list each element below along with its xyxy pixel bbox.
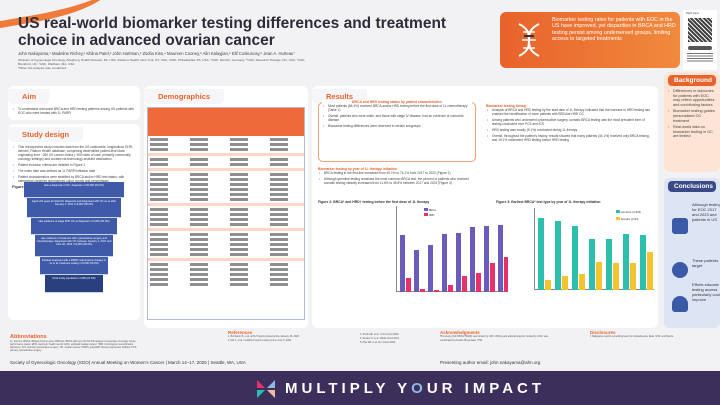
- document-icon: [672, 218, 688, 234]
- conclusions-panel: Conclusions Although testing for EOC 201…: [664, 178, 720, 328]
- demographics-heading: Demographics: [144, 89, 225, 104]
- attrition-funnel: Has a diagnosis of OC; diagnosis n=00,00…: [24, 182, 124, 293]
- qr-code-card[interactable]: Right place: [683, 10, 717, 70]
- background-heading: Background: [668, 75, 716, 86]
- figure-2-chart: BRCA HRD: [396, 206, 508, 292]
- meeting-info: Society of Gynecologic Oncology (SGO) An…: [10, 360, 246, 365]
- footer-banner: [0, 371, 720, 405]
- acknowledgments-section: Acknowledgments This study (214728/NCT00…: [440, 330, 548, 342]
- demographics-table: [147, 107, 305, 320]
- figure-2-title: Figure 2: BRCA* and HRD† testing before …: [318, 200, 430, 204]
- conclusions-heading: Conclusions: [668, 181, 716, 192]
- key-message-text: Biomarker testing rates for patients wit…: [552, 17, 676, 43]
- aim-heading: Aim: [8, 89, 51, 104]
- aim-panel: Aim To understand real-world BRCA and HR…: [8, 86, 140, 120]
- references-section-2: 3. Smith AB, et al. J Clin Oncol 2022. 4…: [360, 333, 400, 344]
- background-panel: Background Differences in outcomes for p…: [664, 72, 720, 172]
- figure-3-chart: Germline (n=215) Somatic (n=94): [534, 208, 654, 290]
- qr-code[interactable]: [688, 18, 712, 42]
- person-icon: [672, 296, 688, 312]
- key-message-banner: Biomarker testing rates for patients wit…: [500, 12, 680, 68]
- author-list: John Nakayama,¹ Madeline Richey,² Khilna…: [18, 51, 295, 56]
- globe-icon: [672, 262, 688, 278]
- slogan: MULTIPLY YOUR IMPACT: [285, 380, 546, 397]
- legend-brca: BRCA: [424, 208, 436, 212]
- legend-germline: Germline (n=215): [616, 210, 641, 214]
- study-design-heading: Study design: [8, 127, 84, 142]
- legend-hrd: HRD: [424, 213, 434, 217]
- affiliations: ¹Division of Gynecologic Oncology, Alleg…: [18, 58, 306, 70]
- sgo-logo-icon: [257, 380, 275, 398]
- dna-icon: [518, 23, 540, 57]
- table-header: [148, 108, 304, 136]
- disclosures-section: Disclosures J Nakayama reports consultin…: [590, 330, 674, 338]
- poster-title: US real-world biomarker testing differen…: [18, 15, 447, 49]
- presenter-email[interactable]: Presenting author email: john.nakayama@a…: [440, 360, 541, 365]
- abbreviations-section: Abbreviations 1L, first line; BRCA, BRea…: [10, 334, 137, 352]
- figure-3-title: Figure 3: Earliest BRCA* test type by ye…: [496, 200, 601, 204]
- legend-somatic: Somatic (n=94): [616, 217, 638, 221]
- references-section: References 1. Birnbaum B, et al. arXiv P…: [228, 330, 300, 342]
- qr-button[interactable]: [688, 46, 712, 50]
